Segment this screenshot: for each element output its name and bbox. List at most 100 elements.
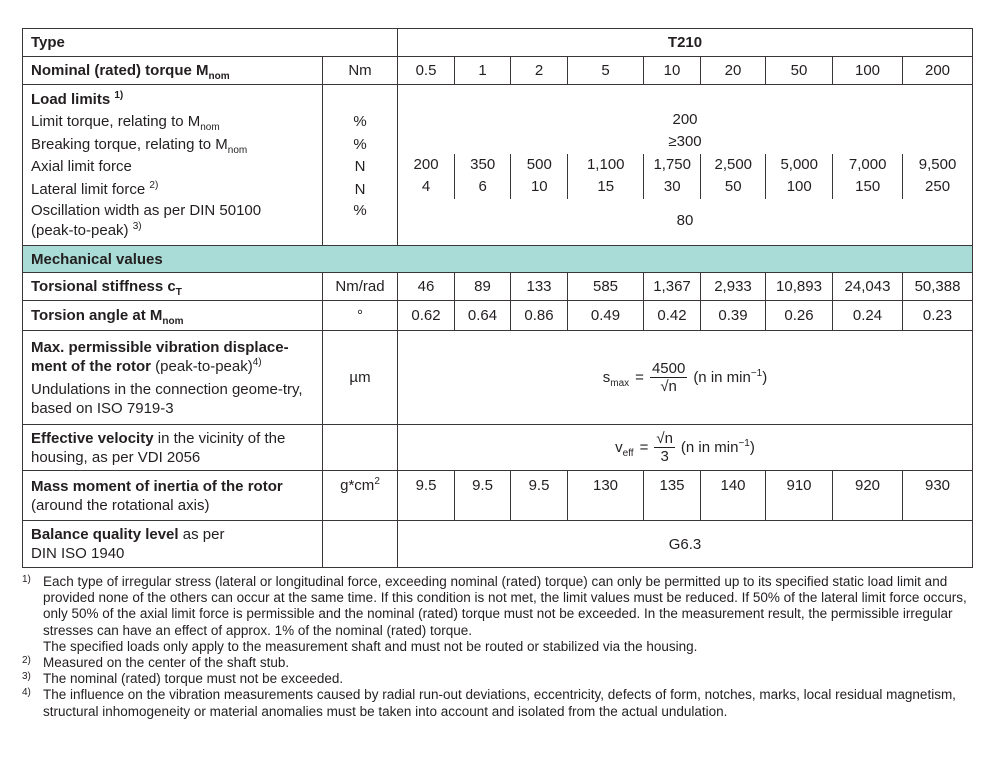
force-column: 350 6 (454, 154, 510, 199)
force-column: 9,500 250 (902, 154, 972, 199)
unit: % (353, 113, 367, 131)
footnotes: 1) Each type of irregular stress (lateral… (22, 574, 972, 720)
lateral-value: 6 (478, 178, 487, 195)
stiffness-value: 10,893 (765, 272, 833, 301)
breaking-torque-label: Breaking torque, relating to Mnom (31, 135, 248, 156)
angle-value: 0.49 (567, 300, 644, 331)
stiffness-label: Torsional stiffness cT (22, 272, 323, 301)
angle-value: 0.62 (397, 300, 455, 331)
axial-value: 350 (470, 156, 496, 173)
stiffness-value: 24,043 (832, 272, 903, 301)
vibration-row: Max. permissible vibration displace-ment… (22, 330, 974, 425)
nominal-value: 20 (700, 56, 766, 85)
type-label: Type (22, 28, 398, 57)
nominal-value: 0.5 (397, 56, 455, 85)
axial-value: 1,750 (653, 156, 691, 173)
velocity-row: Effective velocity in the vicinity of th… (22, 424, 974, 471)
stiffness-value: 89 (454, 272, 511, 301)
angle-label: Torsion angle at Mnom (22, 300, 323, 331)
angle-value: 0.24 (832, 300, 903, 331)
nominal-row: Nominal (rated) torque Mnom Nm 0.5 1 2 5… (22, 56, 974, 85)
force-column: 1,100 15 (567, 154, 643, 199)
unit: N (354, 180, 366, 198)
oscillation-label: Oscillation width as per DIN 50100 (31, 202, 262, 220)
nominal-unit: Nm (322, 56, 398, 85)
force-column: 2,500 50 (700, 154, 765, 199)
angle-value: 0.26 (765, 300, 833, 331)
unit: N (354, 158, 366, 176)
oscillation-label-2: (peak-to-peak) 3) (31, 221, 142, 240)
velocity-label: Effective velocity in the vicinity of th… (22, 424, 323, 471)
nominal-value: 200 (901, 56, 974, 85)
axial-value: 200 (413, 156, 439, 173)
spec-table: Type T210 Nominal (rated) torque Mnom Nm… (21, 28, 974, 568)
force-grid: 200 4 350 6 500 10 1,100 15 1,750 30 2,500 50 5,000 1… (398, 154, 972, 199)
axial-value: 2,500 (714, 156, 753, 173)
nominal-value: 1 (454, 56, 511, 85)
lateral-value: 50 (724, 178, 742, 195)
force-column: 200 4 (398, 154, 454, 199)
angle-value: 0.39 (700, 300, 766, 331)
inertia-value: 9.5 (454, 470, 511, 521)
balance-row: Balance quality level as per DIN ISO 1940… (22, 520, 974, 568)
axial-value: 7,000 (848, 156, 887, 173)
footnote: 2) Measured on the center of the shaft st… (22, 655, 290, 671)
load-limits-labels: Load limits 1) Limit torque, relating to… (22, 84, 323, 246)
lateral-value: 250 (925, 178, 951, 195)
stiffness-value: 1,367 (643, 272, 701, 301)
stiffness-row: Torsional stiffness cT Nm/rad 46 89 133 … (22, 272, 974, 301)
stiffness-value: 2,933 (700, 272, 766, 301)
lateral-value: 4 (421, 178, 431, 195)
angle-value: 0.23 (901, 300, 974, 331)
stiffness-value: 46 (397, 272, 455, 301)
nominal-value: 50 (765, 56, 833, 85)
oscillation-value: 80 (676, 212, 694, 229)
unit: % (353, 135, 367, 153)
mechanical-title: Mechanical values (21, 245, 974, 273)
angle-value: 0.86 (510, 300, 568, 331)
lateral-value: 10 (530, 178, 548, 195)
inertia-value: 910 (765, 470, 833, 521)
lateral-value: 100 (786, 178, 812, 195)
stiffness-unit: Nm/rad (322, 272, 398, 301)
unit: % (353, 202, 367, 220)
lateral-value: 150 (855, 178, 881, 195)
force-column: 1,750 30 (643, 154, 700, 199)
inertia-value: 9.5 (510, 470, 568, 521)
stiffness-value: 133 (510, 272, 568, 301)
axial-value: 500 (526, 156, 552, 173)
vibration-formula: smax = 4500 √n (n in min−1) (396, 330, 974, 425)
mechanical-header-row: Mechanical values (21, 245, 974, 273)
force-column: 5,000 100 (765, 154, 832, 199)
load-limits-title: Load limits 1) (31, 89, 124, 108)
nominal-value: 10 (643, 56, 701, 85)
angle-value: 0.64 (454, 300, 511, 331)
load-limits-units: % % N N % (322, 84, 398, 246)
inertia-value: 930 (901, 470, 974, 521)
type-value: T210 (396, 28, 974, 57)
velocity-formula: veff = √n 3 (n in min−1) (396, 424, 974, 471)
axial-value: 1,100 (586, 156, 625, 173)
inertia-value: 140 (700, 470, 766, 521)
vibration-label: Max. permissible vibration displace-ment… (22, 330, 323, 425)
inertia-value: 130 (567, 470, 644, 521)
footnote: 3) The nominal (rated) torque must not be… (22, 671, 344, 687)
vibration-unit: µm (322, 330, 398, 425)
balance-label: Balance quality level as per DIN ISO 1940 (22, 520, 323, 568)
axial-value: 5,000 (780, 156, 818, 173)
angle-value: 0.42 (643, 300, 701, 331)
inertia-value: 9.5 (397, 470, 455, 521)
type-row: Type T210 (22, 28, 974, 57)
stiffness-value: 50,388 (901, 272, 974, 301)
footnote: 1) Each type of irregular stress (lateral… (22, 574, 967, 654)
force-column: 7,000 150 (832, 154, 902, 199)
nominal-label: Nominal (rated) torque Mnom (22, 56, 323, 85)
lateral-value: 30 (663, 178, 681, 195)
load-limits-values: 200 ≥300 200 4 350 6 500 10 1,100 15 1,750 30 2,50… (396, 84, 974, 246)
force-column: 500 10 (510, 154, 567, 199)
angle-row: Torsion angle at Mnom ° 0.62 0.64 0.86 0… (22, 300, 974, 331)
nominal-value: 2 (510, 56, 568, 85)
axial-value: 9,500 (918, 156, 957, 173)
footnote: 4) The influence on the vibration measure… (22, 687, 956, 719)
